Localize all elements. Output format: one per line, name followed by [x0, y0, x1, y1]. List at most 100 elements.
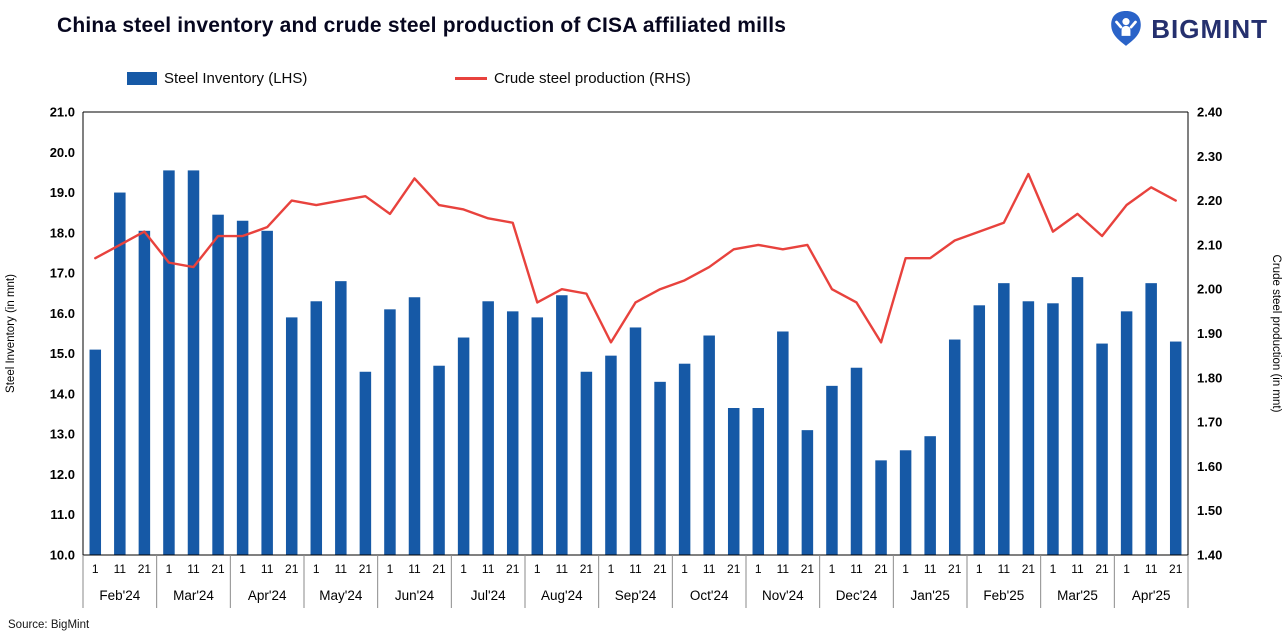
inventory-bar — [998, 283, 1010, 555]
right-axis-title: Crude steel production (in mnt) — [1270, 255, 1282, 413]
left-axis-tick: 15.0 — [50, 346, 75, 361]
day-tick-label: 11 — [556, 562, 569, 576]
left-axis-tick: 16.0 — [50, 306, 75, 321]
chart-legend: Steel Inventory (LHS) Crude steel produc… — [0, 70, 1286, 92]
day-tick-label: 1 — [1123, 562, 1130, 576]
month-label: Dec'24 — [836, 588, 878, 603]
inventory-bar — [948, 339, 961, 555]
day-tick-label: 1 — [755, 562, 762, 576]
inventory-bar — [629, 327, 642, 555]
right-axis-tick: 1.80 — [1197, 370, 1222, 385]
inventory-bar — [801, 430, 814, 555]
day-tick-label: 21 — [506, 562, 520, 576]
bigmint-logo-text: BIGMINT — [1151, 13, 1268, 44]
inventory-bar — [875, 460, 887, 555]
legend-item-steel-inventory: Steel Inventory (LHS) — [127, 70, 307, 87]
inventory-bar — [236, 220, 249, 555]
inventory-bar — [506, 311, 519, 555]
left-axis-tick: 20.0 — [50, 145, 75, 160]
day-tick-label: 11 — [629, 562, 642, 576]
day-tick-label: 21 — [653, 562, 667, 576]
day-tick-label: 11 — [335, 562, 348, 576]
month-label: Feb'25 — [983, 588, 1024, 603]
day-tick-label: 1 — [608, 562, 615, 576]
inventory-bar — [384, 309, 396, 555]
left-axis-tick: 19.0 — [50, 185, 75, 200]
inventory-bar — [777, 331, 789, 555]
right-axis-tick: 2.00 — [1197, 282, 1222, 297]
legend-item-crude-production: Crude steel production (RHS) — [455, 70, 691, 87]
right-axis-tick: 1.90 — [1197, 326, 1222, 341]
day-tick-label: 21 — [138, 562, 152, 576]
right-axis-tick: 2.20 — [1197, 193, 1222, 208]
left-axis-tick: 12.0 — [50, 467, 75, 482]
bigmint-logo-icon — [1111, 11, 1142, 46]
day-tick-label: 11 — [482, 562, 495, 576]
month-label: Jul'24 — [471, 588, 506, 603]
month-label: Apr'25 — [1132, 588, 1171, 603]
inventory-bar — [457, 337, 470, 555]
day-tick-label: 21 — [874, 562, 888, 576]
day-tick-label: 21 — [432, 562, 446, 576]
page-title: China steel inventory and crude steel pr… — [57, 14, 787, 37]
inventory-bar — [580, 371, 593, 555]
day-tick-label: 11 — [998, 562, 1011, 576]
month-label: Mar'25 — [1057, 588, 1098, 603]
day-tick-label: 1 — [387, 562, 394, 576]
day-tick-label: 1 — [166, 562, 173, 576]
month-label: May'24 — [319, 588, 363, 603]
day-tick-label: 1 — [829, 562, 836, 576]
inventory-bar — [482, 301, 494, 555]
month-label: Jan'25 — [910, 588, 949, 603]
chart-canvas: 21.020.019.018.017.016.015.014.013.012.0… — [5, 105, 1282, 608]
bigmint-logo: BIGMINT — [1109, 10, 1268, 48]
inventory-bar — [1047, 303, 1059, 555]
day-tick-label: 21 — [801, 562, 815, 576]
inventory-bar — [703, 335, 715, 555]
inventory-bar — [1071, 277, 1084, 555]
inventory-bar — [973, 305, 986, 555]
day-tick-label: 1 — [534, 562, 541, 576]
day-tick-label: 21 — [211, 562, 225, 576]
inventory-bar — [187, 170, 200, 555]
right-axis-tick: 1.60 — [1197, 459, 1222, 474]
day-tick-label: 1 — [239, 562, 246, 576]
inventory-bar — [1096, 343, 1108, 555]
legend-label-steel-inventory: Steel Inventory (LHS) — [164, 70, 308, 87]
right-axis-tick: 2.10 — [1197, 237, 1222, 252]
day-tick-label: 1 — [92, 562, 99, 576]
inventory-bar — [359, 371, 372, 555]
inventory-bar — [163, 170, 175, 555]
inventory-bar — [850, 367, 863, 555]
month-label: Sep'24 — [615, 588, 657, 603]
inventory-bar — [114, 192, 126, 556]
day-tick-label: 21 — [1095, 562, 1109, 576]
inventory-bar — [752, 408, 765, 555]
month-label: Oct'24 — [690, 588, 729, 603]
month-label: Aug'24 — [541, 588, 583, 603]
inventory-bar — [335, 281, 347, 555]
inventory-bar — [1169, 341, 1182, 555]
inventory-bar — [1022, 301, 1035, 555]
inventory-bar — [899, 450, 912, 555]
inventory-bar — [212, 214, 224, 555]
inventory-bar — [310, 301, 323, 555]
inventory-bar — [531, 317, 544, 555]
inventory-bar — [261, 230, 273, 556]
day-tick-label: 21 — [359, 562, 373, 576]
right-axis-tick: 2.30 — [1197, 149, 1222, 164]
month-label: Mar'24 — [173, 588, 214, 603]
left-axis-tick: 13.0 — [50, 427, 75, 442]
day-tick-label: 21 — [727, 562, 741, 576]
day-tick-label: 1 — [902, 562, 909, 576]
left-axis-title: Steel Inventory (in mnt) — [5, 274, 17, 393]
left-axis-tick: 21.0 — [50, 105, 75, 120]
inventory-bar — [727, 408, 740, 555]
day-tick-label: 11 — [1071, 562, 1084, 576]
inventory-bar — [826, 385, 838, 555]
right-axis-tick: 1.40 — [1197, 548, 1222, 563]
day-tick-label: 1 — [1050, 562, 1057, 576]
day-tick-label: 11 — [924, 562, 937, 576]
right-axis-tick: 2.40 — [1197, 105, 1222, 120]
day-tick-label: 1 — [976, 562, 983, 576]
